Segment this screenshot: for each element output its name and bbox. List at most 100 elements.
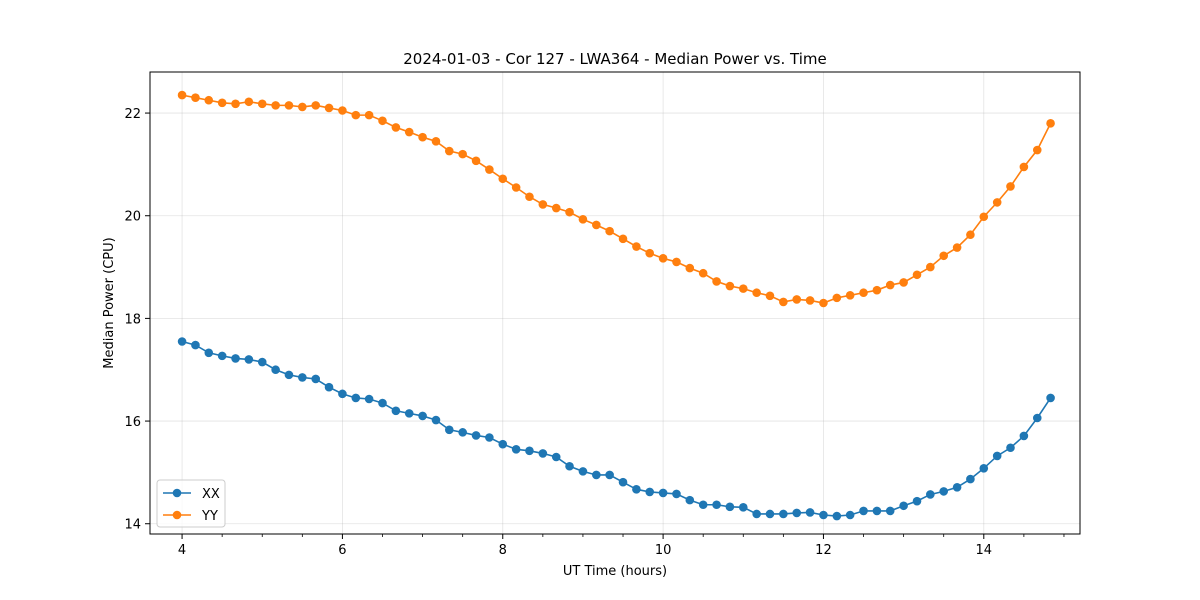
data-point-xx xyxy=(792,508,802,518)
data-point-xx xyxy=(191,340,200,350)
legend-marker-yy xyxy=(172,510,182,520)
data-point-yy xyxy=(471,156,481,166)
data-point-yy xyxy=(217,98,227,108)
data-point-xx xyxy=(324,382,334,392)
data-point-xx xyxy=(551,452,561,462)
data-point-xx xyxy=(926,490,935,499)
data-point-yy xyxy=(177,90,187,100)
y-tick-label: 16 xyxy=(124,415,141,430)
data-point-yy xyxy=(1019,162,1029,172)
series-layer xyxy=(177,90,1055,521)
x-tick-label: 8 xyxy=(499,543,507,558)
data-point-xx xyxy=(578,467,588,476)
data-point-xx xyxy=(177,337,187,346)
grid-lines xyxy=(150,72,1080,534)
data-point-xx xyxy=(244,355,254,364)
data-point-yy xyxy=(698,268,708,278)
series-yy xyxy=(177,90,1055,308)
data-point-xx xyxy=(1046,393,1055,403)
data-point-yy xyxy=(845,291,855,300)
data-point-yy xyxy=(885,280,895,290)
data-point-yy xyxy=(431,137,441,146)
data-point-yy xyxy=(672,257,681,267)
x-tick-label: 10 xyxy=(655,543,672,558)
data-point-xx xyxy=(418,411,427,421)
data-point-yy xyxy=(511,183,521,192)
data-point-yy xyxy=(645,248,655,258)
data-point-yy xyxy=(271,101,280,110)
data-point-xx xyxy=(765,509,775,519)
data-point-xx xyxy=(364,394,374,404)
data-point-yy xyxy=(859,288,868,298)
data-point-xx xyxy=(672,489,681,499)
data-point-yy xyxy=(685,263,695,273)
x-tick-label: 14 xyxy=(976,543,993,558)
data-point-xx xyxy=(525,446,534,456)
data-point-xx xyxy=(819,510,828,520)
data-point-yy xyxy=(725,281,735,291)
data-point-yy xyxy=(658,254,668,263)
data-point-yy xyxy=(257,99,267,109)
data-point-yy xyxy=(231,99,240,109)
data-point-yy xyxy=(404,127,414,137)
data-point-yy xyxy=(952,243,962,252)
data-point-xx xyxy=(832,511,842,521)
data-point-xx xyxy=(204,348,214,358)
series-xx xyxy=(177,337,1055,521)
data-point-xx xyxy=(966,474,975,484)
data-point-xx xyxy=(391,406,401,416)
data-point-xx xyxy=(912,496,922,506)
data-point-yy xyxy=(618,234,628,244)
data-point-xx xyxy=(618,477,628,487)
x-tick-label: 12 xyxy=(815,543,832,558)
data-point-xx xyxy=(859,506,868,516)
y-tick-label: 20 xyxy=(124,210,141,225)
data-point-yy xyxy=(592,220,601,230)
data-point-yy xyxy=(485,165,494,174)
data-point-xx xyxy=(939,487,949,496)
chart-title: 2024-01-03 - Cor 127 - LWA364 - Median P… xyxy=(403,50,827,68)
data-point-xx xyxy=(605,470,614,480)
data-point-yy xyxy=(191,93,200,102)
y-axis-label: Median Power (CPU) xyxy=(102,237,117,368)
data-point-xx xyxy=(685,495,695,505)
data-point-xx xyxy=(257,357,267,367)
data-point-xx xyxy=(885,506,895,516)
data-point-yy xyxy=(458,149,467,159)
data-point-yy xyxy=(578,215,588,224)
data-point-yy xyxy=(738,284,748,293)
data-point-xx xyxy=(471,431,481,440)
data-point-yy xyxy=(311,101,321,110)
data-point-yy xyxy=(284,101,294,110)
data-point-yy xyxy=(498,174,508,184)
data-point-xx xyxy=(431,415,441,425)
data-point-xx xyxy=(485,433,494,442)
data-point-yy xyxy=(792,295,802,304)
data-point-xx xyxy=(351,393,361,403)
data-point-yy xyxy=(966,230,975,240)
data-point-xx xyxy=(698,500,708,510)
data-point-xx xyxy=(538,449,548,458)
data-point-yy xyxy=(979,212,989,222)
data-point-xx xyxy=(1019,431,1029,441)
data-point-yy xyxy=(391,123,401,132)
data-point-xx xyxy=(338,389,347,399)
data-point-yy xyxy=(324,103,334,113)
data-point-xx xyxy=(805,508,815,517)
data-point-yy xyxy=(338,106,347,115)
data-point-yy xyxy=(1046,119,1055,128)
data-point-yy xyxy=(1032,145,1042,155)
data-point-yy xyxy=(765,291,775,301)
data-point-xx xyxy=(712,500,721,510)
legend-marker-xx xyxy=(172,488,182,498)
data-point-xx xyxy=(645,487,655,497)
data-point-yy xyxy=(939,251,949,261)
data-point-xx xyxy=(845,510,855,520)
data-point-xx xyxy=(311,374,321,384)
data-point-xx xyxy=(565,461,574,471)
data-point-xx xyxy=(458,428,467,437)
data-point-yy xyxy=(605,226,614,236)
data-point-yy xyxy=(632,242,641,251)
data-point-xx xyxy=(779,509,788,519)
